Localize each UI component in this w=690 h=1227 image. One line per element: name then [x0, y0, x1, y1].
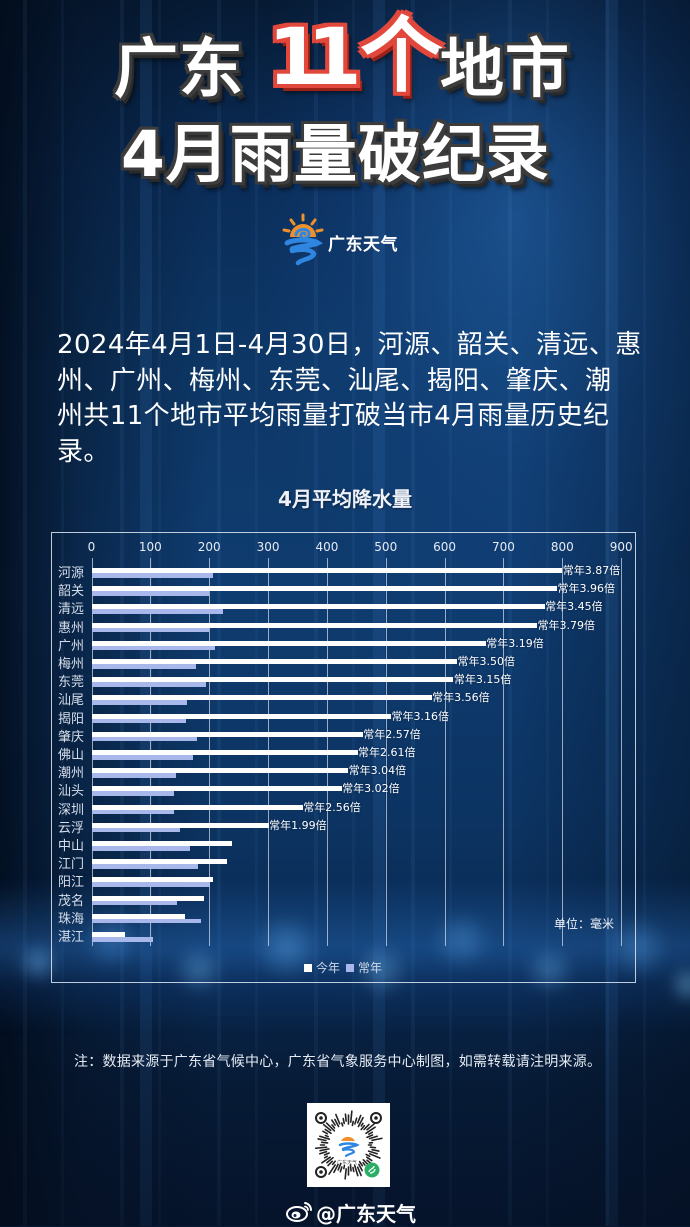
intro-line: 州、广州、梅州、东莞、汕尾、揭阳、肇庆、潮	[57, 364, 642, 400]
qr-label: 广东天气	[337, 1159, 357, 1166]
bar-normal	[92, 719, 187, 724]
x-tick-label: 600	[425, 540, 465, 554]
weibo-account[interactable]: @广东天气	[286, 1198, 416, 1227]
chart-title: 4月平均降水量	[0, 483, 690, 512]
category-label: 茂名	[58, 894, 84, 910]
title-highlight-digits: 11	[268, 13, 347, 103]
bar-normal	[92, 901, 178, 906]
bar-normal	[92, 791, 175, 796]
category-label: 广州	[58, 639, 84, 655]
ratio-annotation: 常年2.61倍	[358, 746, 416, 759]
gridline	[562, 558, 563, 946]
title-highlight-char: 个	[361, 9, 443, 104]
ratio-annotation: 常年3.02倍	[342, 782, 400, 795]
gridline	[445, 558, 446, 946]
category-label: 中山	[58, 839, 84, 855]
bar-normal	[92, 919, 201, 924]
bar-normal	[92, 573, 214, 578]
bar-normal	[92, 628, 210, 633]
category-label: 汕头	[58, 784, 84, 800]
ratio-annotation: 常年3.96倍	[558, 582, 616, 595]
bar-normal	[92, 646, 216, 651]
category-label: 东莞	[58, 675, 84, 691]
category-label: 阳江	[58, 875, 84, 891]
ratio-annotation: 常年3.45倍	[545, 600, 603, 613]
ratio-annotation: 常年3.87倍	[563, 564, 621, 577]
ratio-annotation: 常年2.57倍	[363, 728, 421, 741]
intro-line: 2024年4月1日-4月30日，河源、韶关、清远、惠	[57, 328, 642, 364]
x-tick-label: 500	[366, 540, 406, 554]
ratio-annotation: 常年3.15倍	[454, 673, 512, 686]
gridline	[503, 558, 504, 946]
category-label: 珠海	[58, 912, 84, 928]
unit-label: 单位：毫米	[554, 915, 614, 932]
legend-label-this-year: 今年	[316, 959, 340, 976]
bar-normal	[92, 737, 197, 742]
intro-paragraph: 2024年4月1日-4月30日，河源、韶关、清远、惠 州、广州、梅州、东莞、汕尾…	[57, 328, 642, 471]
bar-normal	[92, 773, 176, 778]
category-label: 惠州	[58, 621, 84, 637]
legend-label-normal: 常年	[358, 959, 382, 976]
category-label: 云浮	[58, 821, 84, 837]
intro-line: 州共11个地市平均雨量打破当市4月雨量历史纪	[57, 399, 642, 435]
bar-normal	[92, 700, 187, 705]
intro-line: 录。	[57, 435, 642, 471]
category-label: 汕尾	[58, 693, 84, 709]
weibo-icon	[286, 1200, 313, 1226]
ratio-annotation: 常年3.56倍	[432, 691, 490, 704]
category-label: 湛江	[58, 930, 84, 946]
ratio-annotation: 常年3.16倍	[392, 710, 450, 723]
title-line2: 4月雨量破纪录	[121, 123, 550, 186]
chart-legend: 今年 常年	[304, 959, 388, 976]
weibo-handle[interactable]: @广东天气	[316, 1198, 416, 1227]
x-tick-label: 400	[307, 540, 347, 554]
x-tick-label: 100	[130, 540, 170, 554]
x-tick-label: 300	[248, 540, 288, 554]
x-tick-label: 200	[189, 540, 229, 554]
bar-normal	[92, 882, 210, 887]
title-cities: 地市	[440, 38, 570, 102]
bar-normal	[92, 810, 174, 815]
category-label: 梅州	[58, 657, 84, 673]
bar-normal	[92, 937, 153, 942]
bar-normal	[92, 864, 199, 869]
category-label: 揭阳	[58, 712, 84, 728]
legend-swatch-normal	[346, 964, 354, 972]
category-label: 佛山	[58, 748, 84, 764]
ratio-annotation: 常年3.50倍	[457, 655, 515, 668]
category-label: 清远	[58, 602, 84, 618]
bar-normal	[92, 591, 210, 596]
ratio-annotation: 常年3.19倍	[486, 637, 544, 650]
x-tick-label: 900	[601, 540, 641, 554]
qr-code[interactable]: 广东天气	[307, 1103, 390, 1187]
source-note: 注：数据来源于广东省气候中心，广东省气象服务中心制图，如需转载请注明来源。	[74, 1051, 601, 1071]
x-tick-label: 800	[542, 540, 582, 554]
title-guangdong: 广东	[114, 38, 244, 102]
gridline	[621, 558, 622, 946]
ratio-annotation: 常年2.56倍	[303, 801, 361, 814]
bar-normal	[92, 755, 194, 760]
category-label: 江门	[58, 857, 84, 873]
legend-swatch-this-year	[304, 964, 312, 972]
bar-normal	[92, 664, 196, 669]
x-tick-label: 0	[72, 540, 112, 554]
category-label: 河源	[58, 566, 84, 582]
bar-normal	[92, 682, 207, 687]
brand-logo: 广东天气	[282, 214, 398, 270]
guangdong-weather-logo-icon	[282, 213, 324, 271]
category-label: 韶关	[58, 584, 84, 600]
ratio-annotation: 常年3.04倍	[349, 764, 407, 777]
x-tick-label: 700	[483, 540, 523, 554]
ratio-annotation: 常年3.79倍	[537, 619, 595, 632]
bar-normal	[92, 609, 223, 614]
bar-normal	[92, 846, 190, 851]
category-label: 深圳	[58, 803, 84, 819]
ratio-annotation: 常年1.99倍	[269, 819, 327, 832]
category-label: 潮州	[58, 766, 84, 782]
brand-name: 广东天气	[328, 230, 398, 255]
bar-normal	[92, 828, 181, 833]
category-label: 肇庆	[58, 730, 84, 746]
